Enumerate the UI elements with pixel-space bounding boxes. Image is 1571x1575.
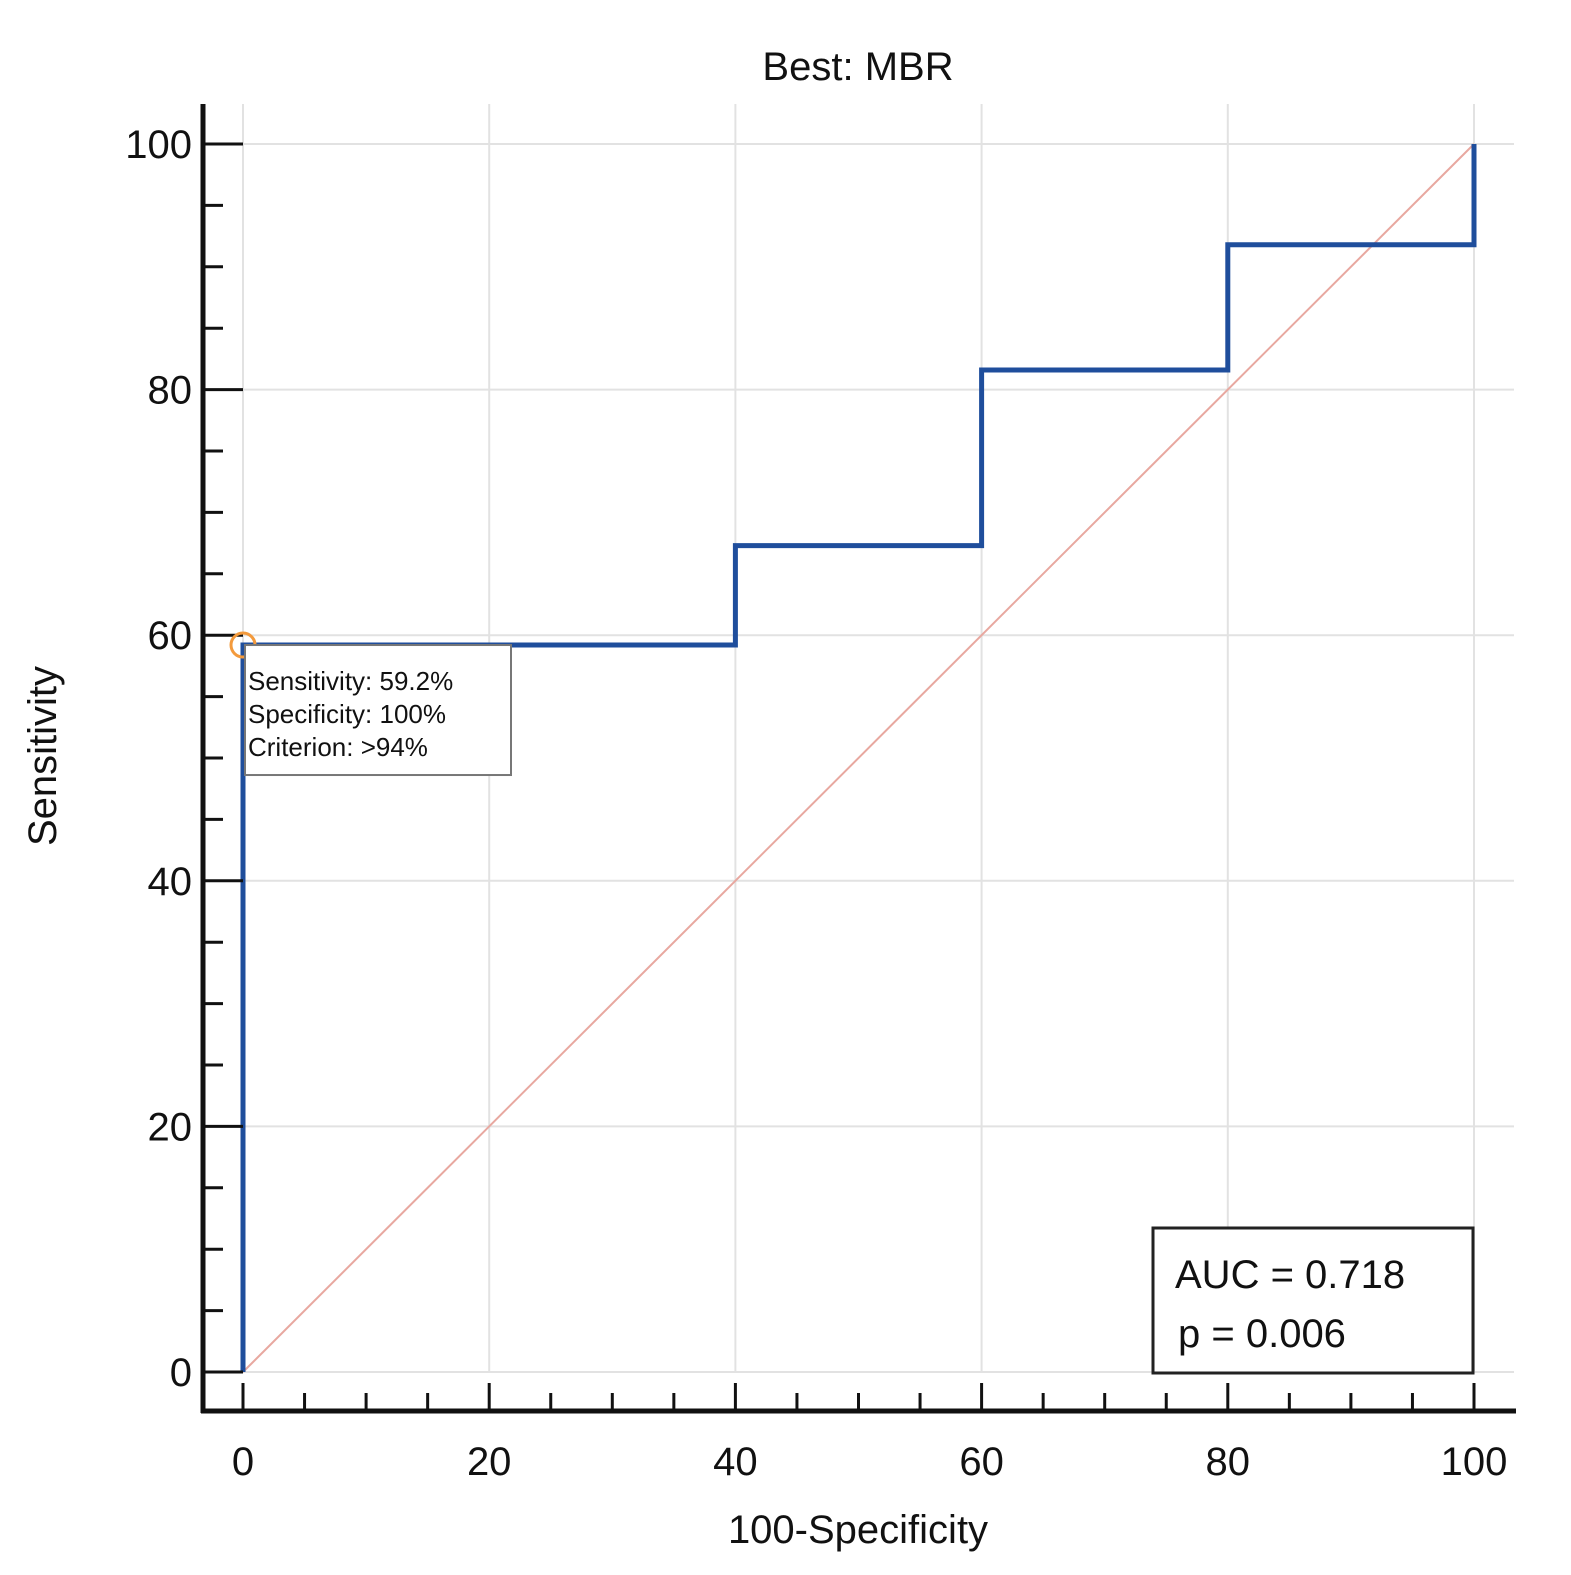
tick-marks (203, 142, 1476, 1411)
annotation-box (244, 644, 512, 777)
x-axis-title: 100-Specificity (728, 1508, 988, 1552)
annotation-sensitivity: Sensitivity: 59.2% (248, 666, 453, 696)
grid (203, 104, 1514, 1373)
stats-box: AUC = 0.718 p = 0.006 (1151, 1226, 1475, 1375)
y-tick-label-0: 0 (170, 1351, 192, 1395)
y-tick-label-60: 60 (148, 614, 193, 658)
x-tick-label-0: 0 (232, 1440, 254, 1484)
y-axis-title: Sensitivity (21, 666, 65, 846)
p-value: p = 0.006 (1178, 1312, 1346, 1356)
y-tick-label-100: 100 (125, 123, 192, 167)
y-tick-label-80: 80 (148, 369, 193, 413)
tick-labels: 0 20 40 60 80 100 0 20 40 60 80 100 (125, 123, 1507, 1484)
annotation-specificity: Specificity: 100% (248, 699, 446, 729)
optimal-point-annotation: Sensitivity: 59.2% Specificity: 100% Cri… (229, 631, 512, 777)
x-tick-label-80: 80 (1206, 1440, 1251, 1484)
reference-diagonal (242, 143, 1475, 1373)
y-tick-label-40: 40 (148, 860, 193, 904)
y-tick-label-20: 20 (148, 1105, 193, 1149)
annotation-criterion: Criterion: >94% (248, 732, 428, 762)
x-tick-label-60: 60 (959, 1440, 1004, 1484)
x-tick-label-40: 40 (713, 1440, 758, 1484)
chart-title: Best: MBR (762, 45, 953, 89)
stats-box-frame (1151, 1226, 1475, 1375)
auc-value: AUC = 0.718 (1175, 1253, 1405, 1297)
x-tick-label-20: 20 (467, 1440, 512, 1484)
x-tick-label-100: 100 (1441, 1440, 1508, 1484)
reference-line-group (242, 143, 1475, 1373)
